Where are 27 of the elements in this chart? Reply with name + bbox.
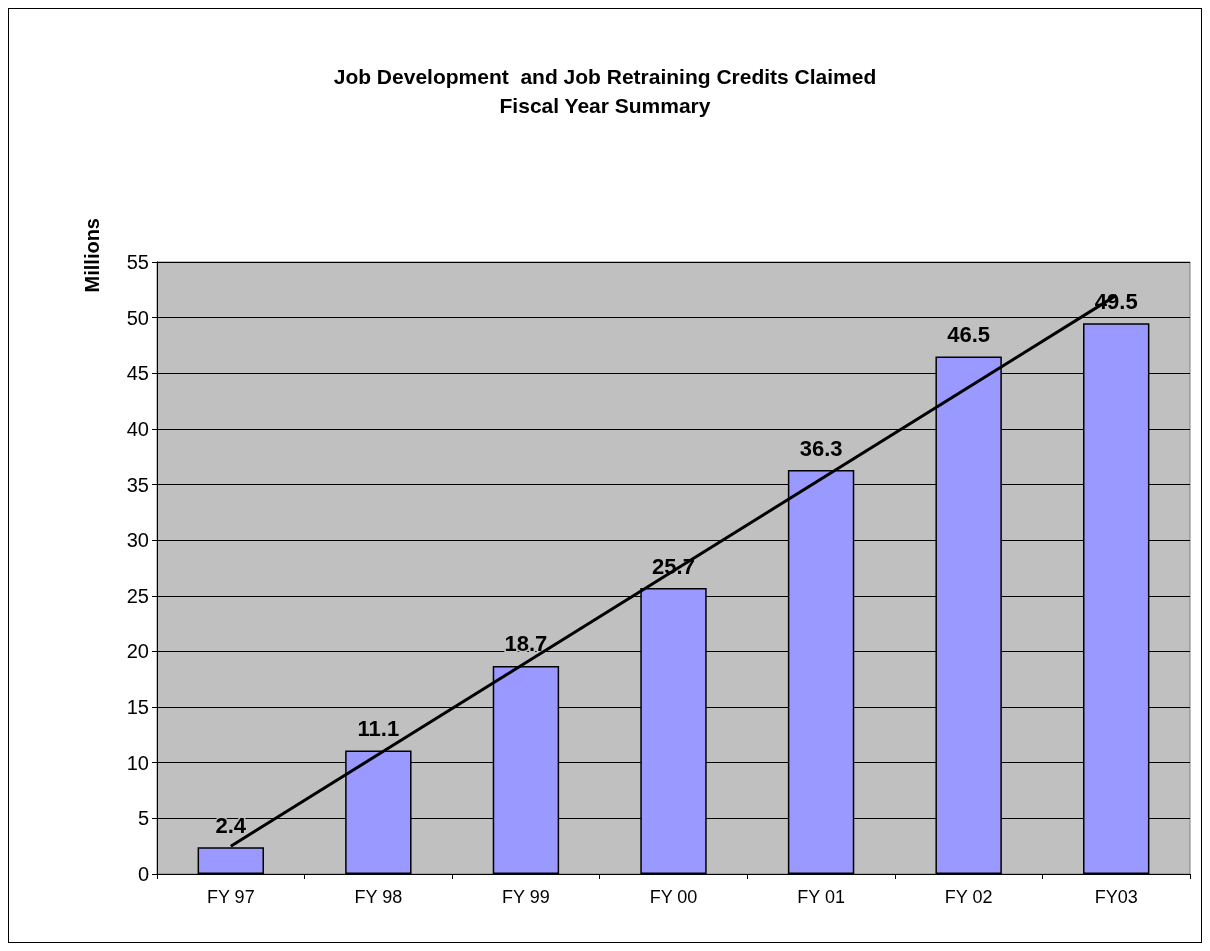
y-tick-label: 55: [126, 251, 149, 273]
x-tick-label: FY03: [1094, 887, 1138, 907]
y-tick-label: 50: [126, 306, 149, 329]
chart-subtitle: Fiscal Year Summary: [499, 94, 711, 117]
data-label: 36.3: [799, 435, 843, 461]
y-tick-label: 0: [137, 863, 149, 885]
y-tick-label: 25: [126, 584, 149, 607]
y-tick-label: 45: [126, 362, 149, 385]
data-label: 2.4: [215, 812, 247, 838]
x-tick-label: FY 97: [206, 887, 255, 907]
y-tick-label: 35: [126, 473, 149, 496]
y-tick-label: 40: [126, 417, 149, 440]
y-tick-label: 20: [126, 640, 149, 663]
x-tick-label: FY 01: [797, 887, 845, 907]
y-tick-label: 5: [137, 807, 149, 830]
x-tick-label: FY 98: [354, 887, 403, 907]
data-label: 11.1: [357, 715, 400, 741]
y-tick-label: 15: [126, 696, 149, 719]
data-label: 46.5: [947, 322, 991, 348]
data-label: 18.7: [504, 631, 548, 657]
y-axis-title: Millions: [81, 218, 103, 293]
chart-title: Job Development and Job Retraining Credits Claimed: [333, 65, 877, 88]
y-tick-label: 10: [126, 751, 149, 774]
x-tick-label: FY 99: [502, 887, 550, 907]
y-tick-label: 30: [126, 529, 149, 552]
x-tick-label: FY 02: [944, 887, 993, 907]
x-tick-label: FY 00: [649, 887, 698, 907]
